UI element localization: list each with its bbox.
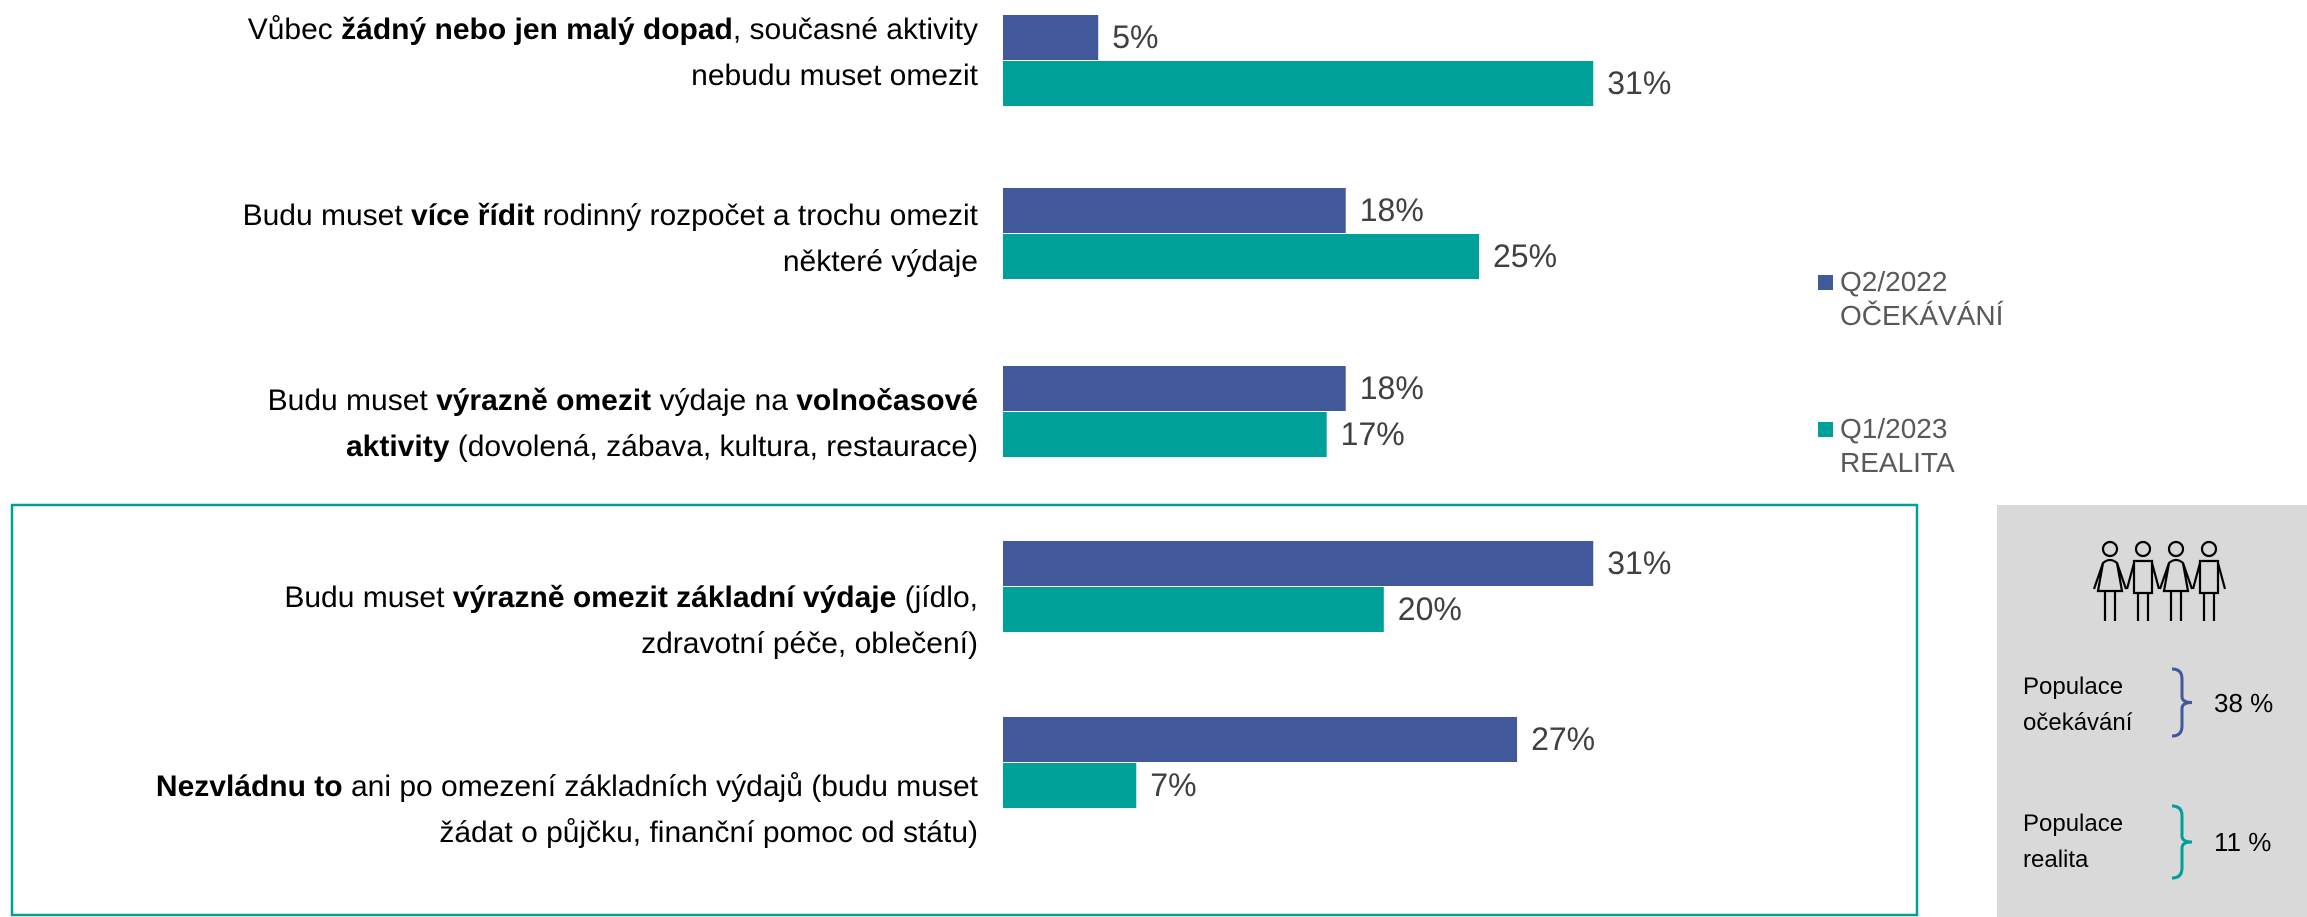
category-label-run: žádat o půjčku, finanční pomoc od státu) (439, 816, 978, 849)
category-label-run: výrazně omezit základní výdaje (453, 581, 897, 614)
category-label: Budu muset výrazně omezit základní výdaj… (284, 581, 978, 614)
bar (1003, 412, 1327, 457)
category-label: některé výdaje (783, 245, 978, 278)
category-label-run: nebudu muset omezit (691, 59, 978, 92)
category-label-run: více řídit (411, 199, 534, 232)
value-label: 27% (1531, 721, 1595, 757)
value-label: 18% (1360, 192, 1424, 228)
brace (2171, 667, 2193, 738)
bar (1003, 61, 1594, 106)
category-label-run: (dovolená, zábava, kultura, restaurace) (449, 430, 978, 463)
panel-label: Populace očekávání (2023, 673, 2133, 736)
bar (1003, 188, 1346, 233)
bar (1003, 366, 1346, 411)
category-label-run: volnočasové (796, 384, 978, 417)
category-label-run: Budu muset (268, 384, 436, 417)
category-label-run: (jídlo, (896, 581, 978, 614)
value-label: 20% (1398, 591, 1462, 627)
bar (1003, 763, 1137, 808)
people-icon (2092, 540, 2227, 621)
category-label: Nezvládnu to ani po omezení základních v… (156, 770, 979, 803)
category-label-run: žádný nebo jen malý dopad (341, 13, 733, 46)
value-label: 31% (1607, 545, 1671, 581)
legend-swatch (1818, 275, 1833, 290)
value-label: 5% (1112, 19, 1158, 55)
category-label-run: Nezvládnu to (156, 770, 343, 803)
category-label: nebudu muset omezit (691, 59, 978, 92)
panel-label: Populace realita (2023, 810, 2124, 873)
category-label-run: Budu muset (284, 581, 452, 614)
category-label: zdravotní péče, oblečení) (641, 627, 978, 660)
category-label: aktivity (dovolená, zábava, kultura, res… (346, 430, 978, 463)
category-label-run: výdaje na (651, 384, 796, 417)
brace (2171, 804, 2193, 880)
value-label: 17% (1341, 416, 1405, 452)
category-label-run: ani po omezení základních výdajů (budu m… (343, 770, 979, 803)
category-label: Budu muset výrazně omezit výdaje na voln… (268, 384, 978, 417)
value-label: 31% (1607, 65, 1671, 101)
category-label-run: zdravotní péče, oblečení) (641, 627, 978, 660)
legend-label: Q1/2023 REALITA (1840, 413, 1955, 478)
category-label-run: aktivity (346, 430, 450, 463)
bar (1003, 541, 1594, 586)
legend-label: Q2/2022 OČEKÁVÁNÍ (1840, 266, 2004, 331)
panel-value: 11 % (2214, 827, 2272, 857)
category-label: Vůbec žádný nebo jen malý dopad, současn… (248, 13, 978, 46)
bar (1003, 234, 1479, 279)
highlight-frame (10, 503, 1919, 917)
category-label: Budu muset více řídit rodinný rozpočet a… (243, 199, 979, 232)
category-label-run: , současné aktivity (733, 13, 978, 46)
category-label-run: některé výdaje (783, 245, 978, 278)
category-label-run: rodinný rozpočet a trochu omezit (534, 199, 978, 232)
legend-swatch (1818, 422, 1833, 437)
category-label: žádat o půjčku, finanční pomoc od státu) (439, 816, 978, 849)
category-label-run: Budu muset (243, 199, 411, 232)
category-label-run: výrazně omezit (436, 384, 651, 417)
value-label: 25% (1493, 238, 1557, 274)
value-label: 18% (1360, 370, 1424, 406)
category-label-run: Vůbec (248, 13, 341, 46)
panel-value: 38 % (2214, 687, 2274, 718)
value-label: 7% (1150, 767, 1196, 803)
bar (1003, 717, 1518, 762)
bar (1003, 15, 1099, 60)
bar (1003, 587, 1384, 632)
